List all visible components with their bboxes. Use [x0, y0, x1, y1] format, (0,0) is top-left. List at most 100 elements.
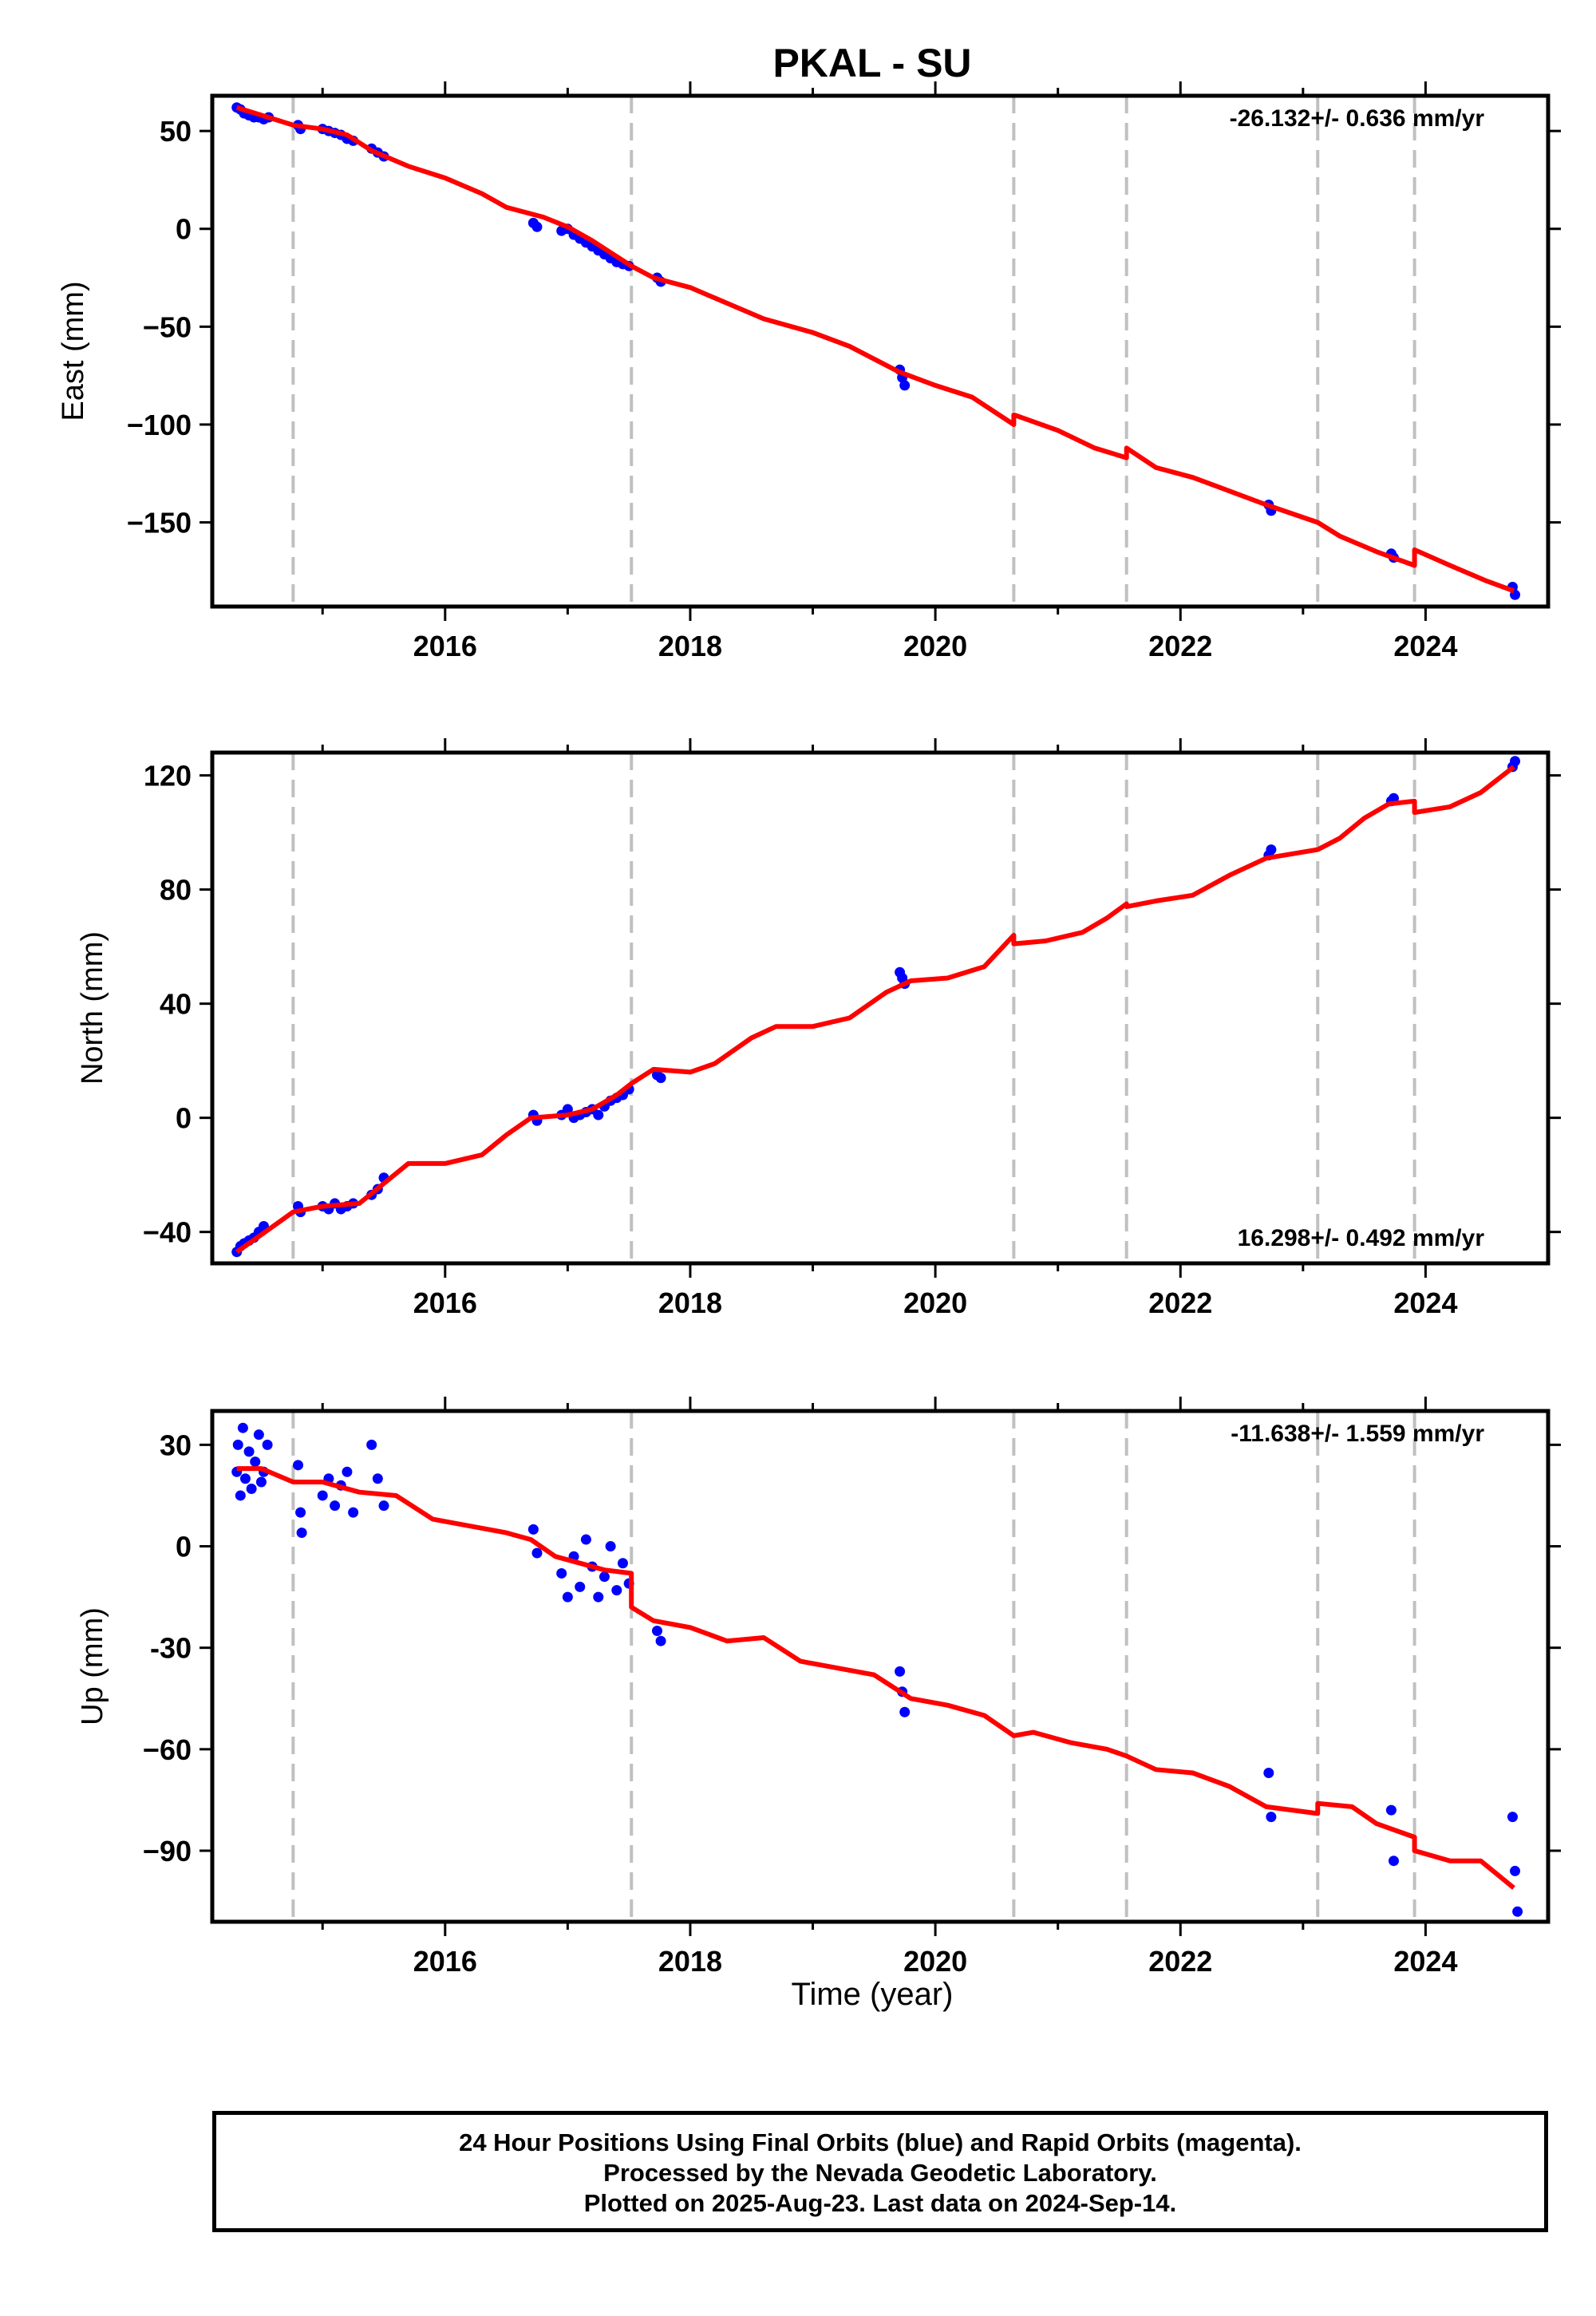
y-tick-label: −100 [127, 409, 192, 441]
x-tick-label: 2024 [1393, 1286, 1457, 1319]
data-point [593, 1109, 604, 1120]
plot-frame-east [210, 93, 1551, 609]
data-point [531, 221, 543, 232]
y-tick-label: −50 [143, 310, 192, 343]
y-axis-label-up: Up (mm) [76, 1607, 109, 1725]
data-point [262, 1439, 273, 1450]
data-point [253, 1429, 264, 1441]
data-point [342, 1466, 353, 1477]
data-point [378, 1500, 389, 1512]
panel-up: 30 0 -30 −60 −90 2016 2018 2020 2022 2024 Up (mm) -… [76, 1397, 1561, 1978]
y-tick-label: 0 [176, 213, 192, 246]
data-point [317, 1490, 328, 1501]
x-tick-label: 2016 [413, 1945, 477, 1978]
data-point [372, 1473, 383, 1484]
y-axis-label-east: East (mm) [57, 281, 90, 421]
rate-label-east: -26.132+/- 0.636 mm/yr [1230, 105, 1485, 132]
x-tick-label: 2022 [1148, 1286, 1212, 1319]
y-tick-label: −90 [143, 1835, 192, 1867]
data-point [255, 1476, 267, 1488]
y-tick-label: -30 [150, 1632, 192, 1665]
data-point [1512, 1906, 1523, 1917]
x-tick-label: 2022 [1148, 1945, 1212, 1978]
plot-frame-up [210, 1409, 1551, 1924]
y-tick-label: −60 [143, 1733, 192, 1766]
data-point [296, 1528, 307, 1539]
data-point [237, 1422, 248, 1433]
x-tick-label: 2018 [658, 1945, 722, 1978]
x-tick-label: 2020 [903, 1945, 967, 1978]
x-tick-label: 2018 [658, 1286, 722, 1319]
data-point [235, 1490, 246, 1501]
data-point [655, 1635, 666, 1646]
data-point [651, 1625, 662, 1636]
data-point [1385, 1804, 1396, 1816]
data-point [232, 1439, 243, 1450]
data-point [348, 1507, 359, 1518]
footer-line-2: Processed by the Nevada Geodetic Laborat… [603, 2159, 1157, 2187]
data-point [593, 1591, 604, 1603]
data-point [1266, 1812, 1277, 1823]
x-axis-label: Time (year) [792, 1977, 954, 2012]
model-line-up [236, 1466, 1515, 1890]
data-point [617, 1558, 628, 1569]
footer-line-3: Plotted on 2025-Aug-23. Last data on 202… [583, 2189, 1177, 2217]
data-point [295, 1507, 306, 1518]
data-point [562, 1104, 573, 1115]
y-tick-label: 0 [176, 1531, 192, 1563]
data-point [527, 1524, 539, 1535]
data-point [330, 1500, 341, 1512]
data-point [562, 1591, 573, 1603]
data-point [366, 1439, 377, 1450]
rate-label-north: 16.298+/- 0.492 mm/yr [1238, 1225, 1485, 1251]
observations-north [231, 756, 1521, 1258]
data-point [1510, 756, 1521, 767]
y-tick-label: −150 [127, 507, 192, 539]
model-line-north [235, 765, 1515, 1255]
data-point [598, 1571, 610, 1583]
data-point [899, 380, 911, 391]
panel-north: 120 80 40 0 −40 2016 2018 2020 2022 2024 North (mm… [76, 738, 1561, 1319]
rate-label-up: -11.638+/- 1.559 mm/yr [1231, 1421, 1484, 1447]
data-point [556, 1567, 567, 1579]
data-point [239, 1473, 251, 1484]
y-axis-label-north: North (mm) [76, 931, 109, 1085]
data-point [531, 1547, 543, 1559]
y-tick-label: 40 [160, 988, 192, 1021]
observations-up [231, 1422, 1523, 1917]
data-point [895, 1666, 906, 1677]
x-tick-label: 2016 [413, 1286, 477, 1319]
data-point [243, 1446, 255, 1457]
y-tick-label: −40 [143, 1216, 192, 1249]
panels-group: 50 0 −50 −100 −150 2016 2018 2020 2022 2024 East (… [57, 81, 1561, 1978]
y-tick-label: 80 [160, 874, 192, 907]
data-point [293, 1460, 304, 1471]
data-point [655, 1073, 666, 1084]
data-point [1388, 1856, 1399, 1867]
data-point [580, 1534, 591, 1545]
chart-title: PKAL - SU [772, 41, 971, 85]
x-tick-label: 2018 [658, 630, 722, 662]
footer-line-1: 24 Hour Positions Using Final Orbits (bl… [459, 2128, 1302, 2156]
x-tick-label: 2020 [903, 1286, 967, 1319]
data-point [246, 1483, 257, 1494]
data-point [1510, 1865, 1521, 1876]
y-tick-label: 0 [176, 1102, 192, 1135]
data-point [575, 1581, 586, 1592]
model-line-east [235, 105, 1515, 594]
data-point [611, 1585, 622, 1596]
data-point [250, 1456, 261, 1468]
data-point [1263, 1768, 1274, 1779]
y-tick-label: 50 [160, 115, 192, 148]
x-tick-label: 2016 [413, 630, 477, 662]
data-point [1266, 844, 1277, 856]
panel-east: 50 0 −50 −100 −150 2016 2018 2020 2022 2024 East (… [57, 81, 1561, 662]
plot-frame-north [210, 750, 1551, 1266]
data-point [899, 1706, 911, 1717]
x-tick-label: 2020 [903, 630, 967, 662]
y-tick-label: 30 [160, 1429, 192, 1461]
y-tick-label: 120 [144, 760, 192, 792]
data-point [1507, 1812, 1518, 1823]
footer-box: 24 Hour Positions Using Final Orbits (bl… [212, 2111, 1548, 2232]
